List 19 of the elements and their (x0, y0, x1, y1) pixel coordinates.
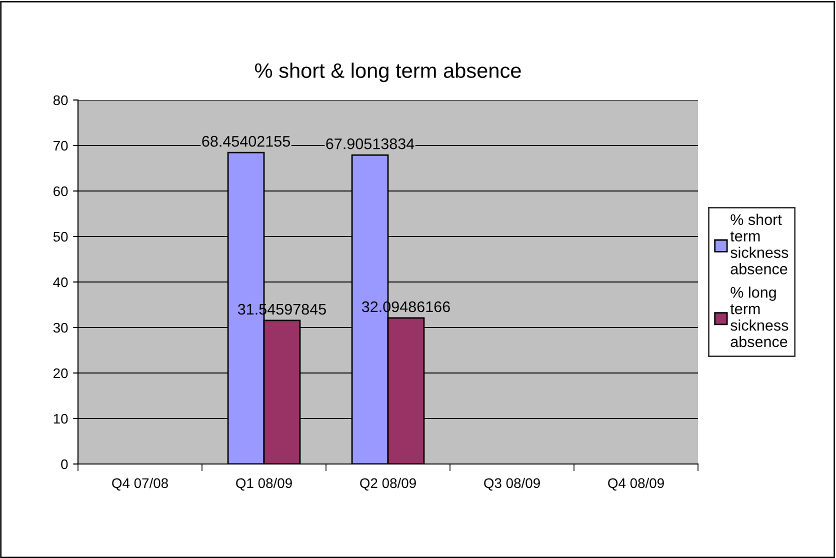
y-tick-label: 50 (53, 232, 68, 242)
y-tick-label: 80 (53, 95, 68, 106)
legend-label: % short term sickness absence (730, 214, 788, 274)
y-tick-label: 60 (54, 186, 68, 196)
y-tick-label: 20 (54, 368, 68, 378)
y-tick-label: 70 (54, 140, 68, 151)
legend-label: % long term sickness absence (730, 286, 788, 348)
data-label: 68.45402155 (202, 136, 290, 147)
y-tick-label: 40 (53, 277, 68, 288)
y-tick-label: 0 (61, 459, 68, 470)
x-tick-label: Q4 07/08 (112, 478, 168, 491)
x-tick-label: Q1 08/09 (236, 478, 292, 491)
x-tick-label: Q4 08/09 (608, 478, 664, 491)
x-tick-label: Q3 08/09 (484, 478, 540, 491)
chart-title: % short & long term absence (255, 62, 521, 82)
y-tick-label: 30 (53, 322, 68, 333)
x-tick-label: Q2 08/09 (360, 478, 416, 491)
y-tick-label: 10 (54, 414, 68, 424)
data-label: 67.90513834 (326, 138, 414, 150)
